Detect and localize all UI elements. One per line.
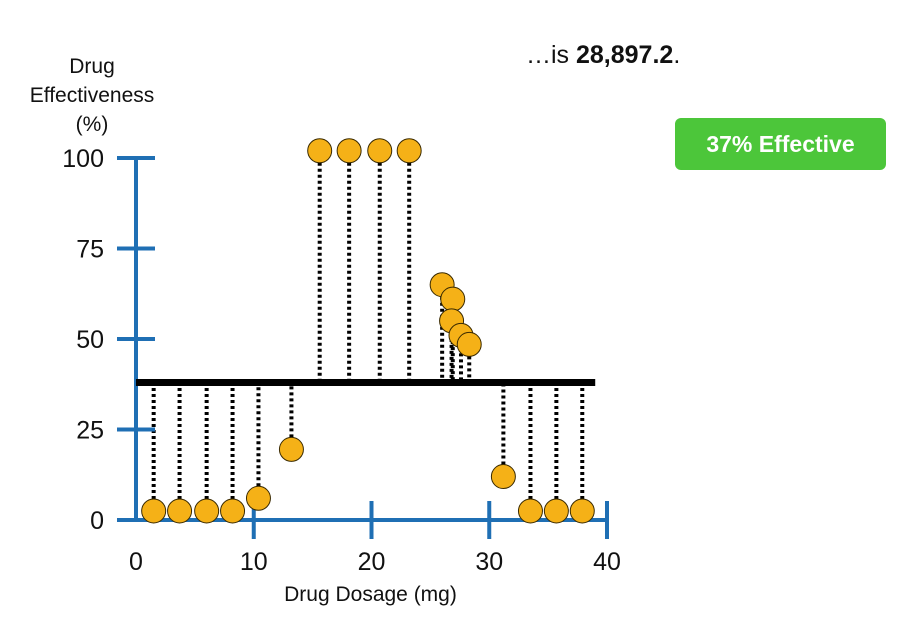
x-tick-label: 30 <box>475 548 503 576</box>
data-point <box>336 138 362 164</box>
y-axis-label-line-1: Drug <box>69 55 115 78</box>
x-tick-label: 0 <box>129 548 143 576</box>
y-tick-label: 50 <box>76 326 104 354</box>
data-point <box>543 498 569 524</box>
data-point <box>278 436 304 462</box>
y-tick-label: 0 <box>90 507 104 535</box>
data-point <box>490 464 516 490</box>
data-point <box>220 498 246 524</box>
y-axis-label-line-2: Effectiveness <box>29 84 155 107</box>
x-axis-title: Drug Dosage (mg) <box>284 583 457 606</box>
data-point <box>396 138 422 164</box>
data-point <box>569 498 595 524</box>
data-point <box>167 498 193 524</box>
tick-labels: 0 25 50 75 100 0 10 20 30 40 Drug Dosage (mg) <box>62 145 621 606</box>
data-point <box>456 331 482 357</box>
y-tick-label: 75 <box>76 236 104 264</box>
effectiveness-badge: 37% Effective <box>675 118 886 170</box>
data-point <box>440 286 466 312</box>
y-tick-label: 100 <box>62 145 104 173</box>
data-point <box>307 138 333 164</box>
x-tick-label: 10 <box>240 548 268 576</box>
y-tick-label: 25 <box>76 417 104 445</box>
data-point <box>367 138 393 164</box>
data-point <box>517 498 543 524</box>
data-points <box>141 138 595 524</box>
data-point <box>141 498 167 524</box>
y-axis-label: Drug Effectiveness (%) <box>14 52 170 139</box>
x-tick-label: 40 <box>593 548 621 576</box>
caption-value: 28,897.2 <box>576 41 674 69</box>
data-point <box>194 498 220 524</box>
caption-prefix: …is <box>526 41 576 69</box>
data-point <box>245 485 271 511</box>
residual-lines <box>151 150 585 511</box>
x-tick-label: 20 <box>358 548 386 576</box>
y-axis-label-line-3: (%) <box>75 113 109 136</box>
caption-suffix: . <box>673 41 681 69</box>
axes <box>117 156 609 539</box>
sum-of-squared-residuals-caption: …is 28,897.2. <box>526 40 680 70</box>
